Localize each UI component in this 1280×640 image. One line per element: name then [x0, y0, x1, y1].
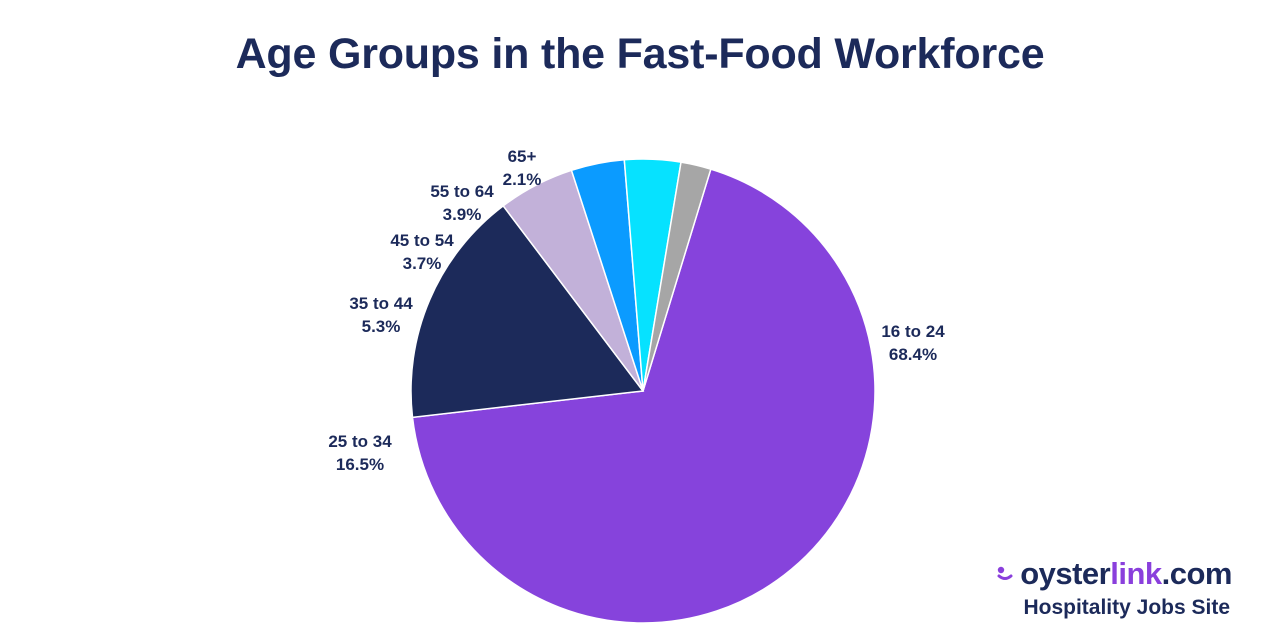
oysterlink-logo-icon	[997, 566, 1013, 580]
brand-name-part1: oyster	[1020, 556, 1111, 591]
chart-title: Age Groups in the Fast-Food Workforce	[235, 30, 1045, 78]
slice-label-55-to-64: 55 to 64	[430, 182, 494, 201]
slice-label-25-to-34: 25 to 34	[328, 432, 392, 451]
slice-label-45-to-54: 45 to 54	[390, 231, 454, 250]
brand-tagline: Hospitality Jobs Site	[1023, 596, 1230, 619]
slice-value-35-to-44: 5.3%	[362, 317, 401, 336]
slice-value-65plus: 2.1%	[503, 170, 542, 189]
slice-label-35-to-44: 35 to 44	[349, 294, 413, 313]
pie-slice-25-to-34	[410, 204, 645, 419]
slice-label-16-to-24: 16 to 24	[881, 322, 945, 341]
brand-wordmark: oyster link .com	[972, 556, 1233, 592]
slice-value-16-to-24: 68.4%	[889, 345, 937, 364]
pie-slice-65plus	[642, 161, 712, 392]
slice-value-55-to-64: 3.9%	[443, 205, 482, 224]
pie-slice-16-to-24	[411, 168, 876, 624]
brand-name-part3: .com	[1161, 556, 1233, 591]
brand-logo: oyster link .com Hospitality Jobs Site	[972, 556, 1233, 620]
slice-value-45-to-54: 3.7%	[403, 254, 442, 273]
slice-label-65plus: 65+	[508, 147, 537, 166]
slice-value-25-to-34: 16.5%	[336, 455, 384, 474]
brand-name-part2: link	[1110, 556, 1162, 591]
